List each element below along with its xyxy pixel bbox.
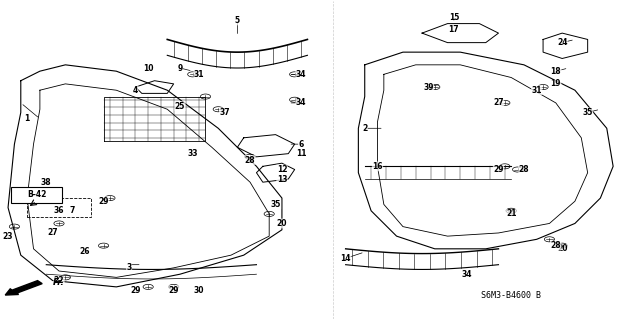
Text: 23: 23 bbox=[3, 232, 13, 241]
Text: 9: 9 bbox=[177, 63, 182, 73]
Text: 34: 34 bbox=[296, 70, 307, 79]
Text: 29: 29 bbox=[493, 165, 504, 174]
Text: 29: 29 bbox=[168, 285, 179, 295]
Text: 26: 26 bbox=[79, 247, 90, 257]
Text: 35: 35 bbox=[270, 200, 281, 209]
Text: 28: 28 bbox=[244, 156, 255, 164]
Text: 37: 37 bbox=[220, 108, 230, 117]
FancyArrow shape bbox=[5, 281, 42, 295]
Text: 5: 5 bbox=[235, 16, 240, 25]
Text: 25: 25 bbox=[175, 101, 185, 111]
Text: B-42: B-42 bbox=[27, 190, 46, 199]
Text: 34: 34 bbox=[461, 270, 472, 279]
Text: Fr.: Fr. bbox=[52, 278, 65, 287]
Text: 4: 4 bbox=[133, 86, 138, 95]
Text: 2: 2 bbox=[362, 124, 367, 133]
Text: 27: 27 bbox=[493, 99, 504, 108]
Text: 39: 39 bbox=[423, 83, 434, 92]
Text: 35: 35 bbox=[582, 108, 593, 117]
Text: 15: 15 bbox=[449, 13, 459, 22]
Text: 36: 36 bbox=[54, 206, 64, 215]
Text: 17: 17 bbox=[449, 25, 460, 35]
Text: 6: 6 bbox=[298, 140, 303, 148]
Text: 27: 27 bbox=[47, 228, 58, 237]
Text: 1: 1 bbox=[24, 114, 30, 123]
Text: 16: 16 bbox=[372, 162, 383, 171]
FancyBboxPatch shape bbox=[12, 187, 62, 203]
Text: 21: 21 bbox=[506, 209, 516, 219]
Text: 33: 33 bbox=[188, 149, 198, 158]
Text: 38: 38 bbox=[41, 178, 52, 187]
Text: 7: 7 bbox=[69, 206, 74, 215]
Text: 14: 14 bbox=[340, 254, 351, 263]
Text: 11: 11 bbox=[296, 149, 307, 158]
Text: 18: 18 bbox=[550, 67, 561, 76]
Text: 20: 20 bbox=[276, 219, 287, 228]
Text: 22: 22 bbox=[54, 276, 64, 285]
Text: 12: 12 bbox=[276, 165, 287, 174]
Text: 20: 20 bbox=[557, 244, 568, 253]
Text: 28: 28 bbox=[550, 241, 561, 250]
Text: 29: 29 bbox=[130, 285, 141, 295]
Text: 19: 19 bbox=[550, 79, 561, 88]
Text: 28: 28 bbox=[518, 165, 529, 174]
Text: 24: 24 bbox=[557, 38, 568, 47]
Text: 3: 3 bbox=[127, 263, 132, 272]
Text: 10: 10 bbox=[143, 63, 154, 73]
Text: S6M3-B4600 B: S6M3-B4600 B bbox=[481, 291, 541, 300]
Text: 13: 13 bbox=[276, 174, 287, 184]
Text: 31: 31 bbox=[194, 70, 204, 79]
Text: 34: 34 bbox=[296, 99, 307, 108]
Text: 30: 30 bbox=[194, 285, 204, 295]
Text: 31: 31 bbox=[531, 86, 542, 95]
Text: 29: 29 bbox=[99, 197, 109, 206]
